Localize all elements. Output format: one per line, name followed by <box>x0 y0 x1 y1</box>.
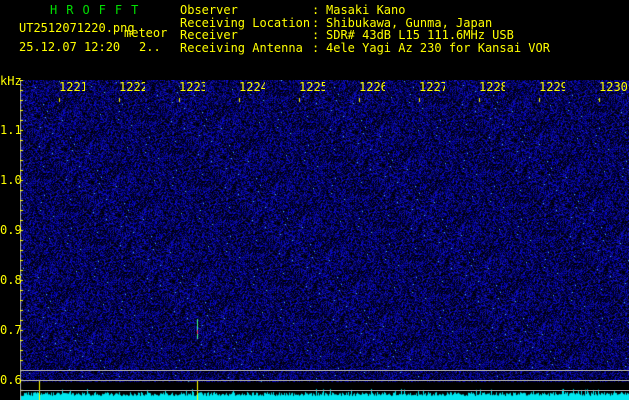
info-value: Masaki Kano <box>326 3 406 17</box>
x-tick-label: 1227 <box>419 81 445 93</box>
y-tick-label: 0.6 <box>0 373 22 387</box>
info-label: Receiving Antenna <box>180 40 303 55</box>
x-tick-label: 1230 <box>599 81 628 93</box>
divider-line <box>20 370 629 371</box>
filename: UT2512071220.png <box>19 21 135 35</box>
y-axis-unit: kHz <box>0 74 22 88</box>
info-separator: : <box>312 40 320 55</box>
extra-status: 2.. <box>139 40 161 54</box>
info-label: Receiving Location <box>180 15 311 30</box>
x-tick-label: 1222 <box>119 81 145 93</box>
divider-line <box>20 380 629 381</box>
mode-label: meteor <box>124 26 168 40</box>
app-title: HROFFT <box>50 3 148 17</box>
info-value: Shibukawa, Gunma, Japan <box>326 15 493 30</box>
info-value: 4ele Yagi Az 230 for Kansai VOR <box>326 40 550 55</box>
info-separator: : <box>312 3 320 17</box>
x-tick-label: 1223 <box>179 81 205 93</box>
info-label: Receiver <box>180 28 238 42</box>
x-tick-label: 1228 <box>479 81 505 93</box>
info-separator: : <box>312 28 320 42</box>
info-label: Observer <box>180 3 238 17</box>
waterfall-spectrogram <box>20 80 629 400</box>
x-tick-label: 1221 <box>59 81 85 93</box>
x-tick-label: 1224 <box>239 81 265 93</box>
y-tick-label: 1.1 <box>0 123 22 137</box>
y-tick-label: 0.8 <box>0 273 22 287</box>
y-tick-label: 1.0 <box>0 173 22 187</box>
info-value: SDR# 43dB L15 111.6MHz USB <box>326 28 514 42</box>
datetime: 25.12.07 12:20 <box>19 40 121 54</box>
x-tick-label: 1225 <box>299 81 325 93</box>
y-tick-label: 0.7 <box>0 323 22 337</box>
divider-line <box>20 390 629 391</box>
x-tick-label: 1229 <box>539 81 565 93</box>
y-tick-label: 0.9 <box>0 223 22 237</box>
info-separator: : <box>312 15 320 30</box>
x-tick-label: 1226 <box>359 81 385 93</box>
